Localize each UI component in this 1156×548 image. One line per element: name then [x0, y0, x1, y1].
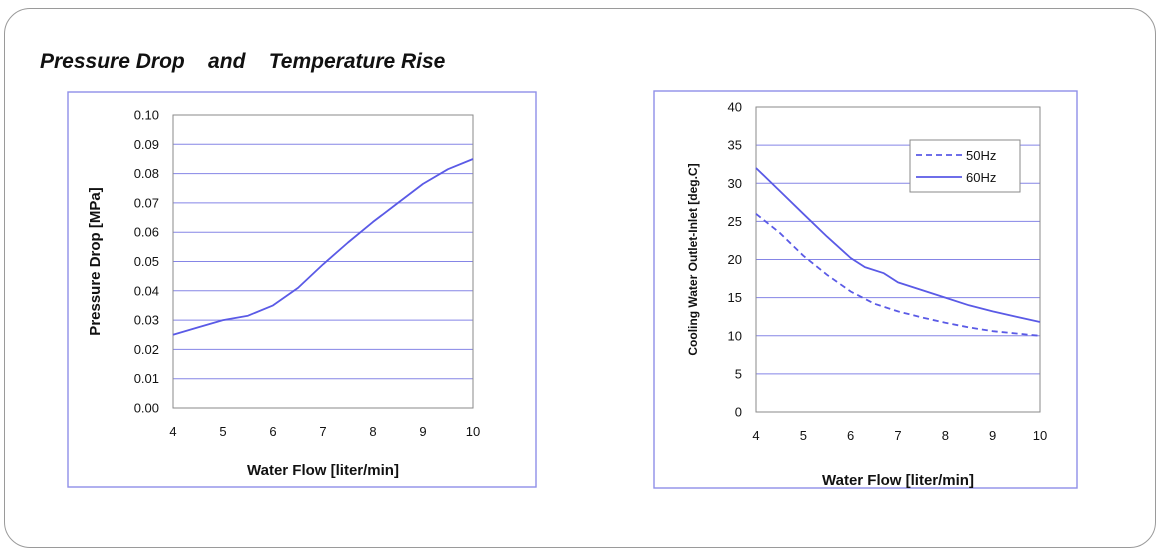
x-tick-label: 5 [800, 428, 807, 443]
y-tick-label: 0 [735, 405, 742, 420]
y-tick-label: 0.06 [134, 225, 159, 240]
y-tick-label: 0.04 [134, 283, 159, 298]
y-tick-label: 5 [735, 366, 742, 381]
y-axis-label: Pressure Drop [MPa] [87, 187, 104, 335]
y-tick-label: 0.08 [134, 166, 159, 181]
x-tick-label: 4 [169, 424, 176, 439]
series-line-50hz [755, 213, 1041, 337]
y-tick-label: 0.10 [134, 108, 159, 123]
y-tick-label: 10 [728, 328, 742, 343]
series-line-0 [172, 158, 474, 336]
y-tick-label: 35 [728, 138, 742, 153]
y-tick-label: 15 [728, 290, 742, 305]
y-tick-label: 25 [728, 214, 742, 229]
y-tick-label: 0.01 [134, 371, 159, 386]
page-title: Pressure Drop and Temperature Rise [40, 50, 446, 73]
legend-label: 50Hz [966, 148, 996, 163]
series-line-60hz [755, 167, 1041, 323]
y-tick-label: 30 [728, 176, 742, 191]
pressure-drop-chart: 0.00 0.01 0.02 0.03 0.04 0.05 0.06 0.07 0.08 0.09… [67, 91, 537, 488]
y-tick-label: 0.07 [134, 195, 159, 210]
y-axis-label: Cooling Water Outlet-Inlet [deg.C] [686, 163, 700, 355]
y-tick-label: 20 [728, 252, 742, 267]
x-tick-label: 9 [989, 428, 996, 443]
figure-card [4, 8, 1156, 548]
legend-label: 60Hz [966, 170, 996, 185]
x-axis-label: Water Flow [liter/min] [822, 472, 974, 489]
figure-svg: 0.00 0.01 0.02 0.03 0.04 0.05 0.06 0.07 0.08 0.09… [67, 90, 1078, 489]
x-tick-label: 6 [269, 424, 276, 439]
plot-area-border [755, 106, 1041, 413]
x-tick-label: 7 [894, 428, 901, 443]
x-tick-label: 6 [847, 428, 854, 443]
y-tick-label: 0.09 [134, 137, 159, 152]
y-tick-label: 0.02 [134, 342, 159, 357]
y-tick-label: 0.00 [134, 401, 159, 416]
plot-area-border [172, 114, 474, 409]
chart-frame [653, 90, 1078, 489]
legend: 50Hz 60Hz [909, 139, 1021, 193]
x-tick-label: 8 [369, 424, 376, 439]
y-tick-label: 40 [728, 100, 742, 115]
y-tick-label: 0.03 [134, 313, 159, 328]
x-tick-label: 10 [1033, 428, 1047, 443]
x-tick-label: 8 [942, 428, 949, 443]
legend-box [909, 139, 1021, 193]
x-tick-label: 10 [466, 424, 480, 439]
y-tick-label: 0.05 [134, 254, 159, 269]
x-tick-label: 7 [319, 424, 326, 439]
chart-frame [67, 91, 537, 488]
x-axis-label: Water Flow [liter/min] [247, 462, 399, 479]
x-tick-label: 9 [419, 424, 426, 439]
x-tick-label: 5 [219, 424, 226, 439]
x-tick-label: 4 [752, 428, 759, 443]
